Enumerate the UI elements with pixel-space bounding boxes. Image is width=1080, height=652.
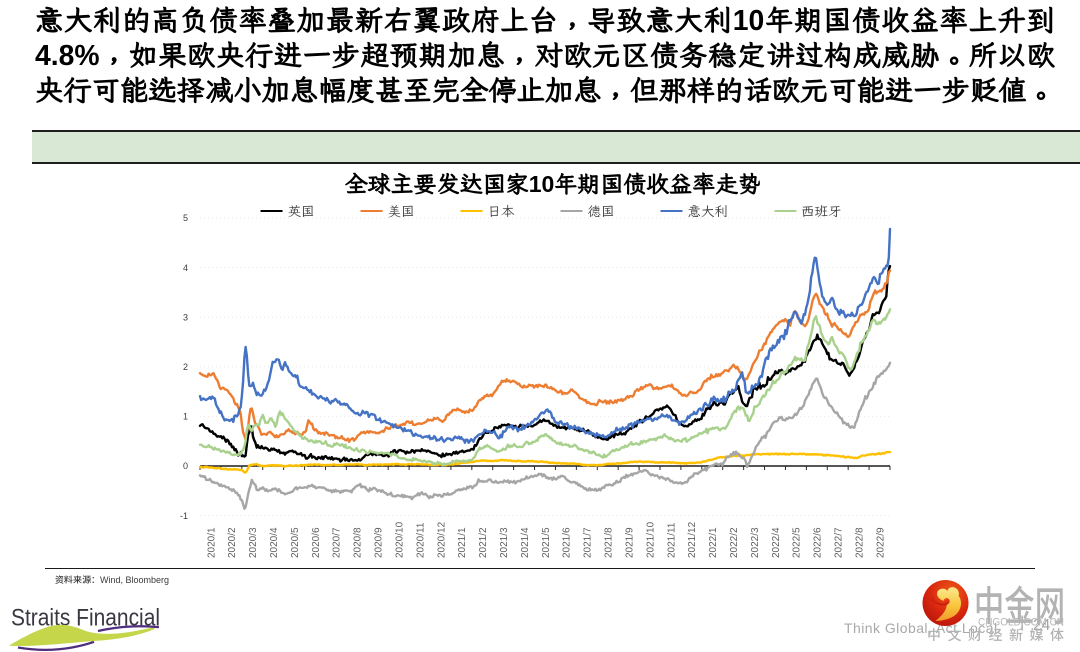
straits-logo-text: Straits Financial [11, 605, 160, 632]
x-axis-label-2021/4: 2021/4 [520, 527, 531, 558]
x-axis-label-2020/7: 2020/7 [332, 527, 343, 558]
x-axis-label-2022/8: 2022/8 [854, 527, 865, 558]
x-axis-label-2021/10: 2021/10 [645, 521, 656, 558]
straits-financial-logo: Straits Financial [9, 605, 160, 652]
y-axis-label-2: 2 [183, 362, 188, 372]
legend-label-2: 美国 [387, 202, 415, 220]
legend-item-4: 德国 [560, 202, 615, 220]
watermark-brand: 中金网 [974, 575, 1065, 633]
straits-logo-green-wave [9, 624, 155, 647]
x-axis-label-2020/11: 2020/11 [415, 522, 426, 558]
legend-label-5: 意大利 [687, 202, 729, 220]
legend-label-4: 德国 [587, 202, 615, 220]
x-axis-label-2020/6: 2020/6 [311, 527, 322, 558]
divider-band [32, 130, 1080, 164]
x-axis-label-2020/9: 2020/9 [374, 527, 385, 558]
x-axis-label-2021/5: 2021/5 [541, 527, 552, 558]
straits-logo-purple-wave-upper [97, 625, 160, 633]
footer-page-number: 24 [1033, 617, 1051, 634]
x-axis-label-2022/6: 2022/6 [813, 527, 824, 558]
x-axis-label-2021/8: 2021/8 [604, 527, 615, 558]
legend-item-3: 日本 [460, 202, 515, 220]
footer-tagline: Think Global, Act Local [844, 620, 998, 636]
series-line-美国 [198, 269, 892, 443]
footer-page-separator: | [1020, 614, 1025, 631]
chart-title: 全球主要发达国家10年期国债收益率走势 [344, 168, 762, 199]
cngold-watermark: 中金网 CNGOLD.COM.CN 中文财经新媒体 [922, 575, 1071, 645]
series-line-西班牙 [198, 308, 892, 467]
legend-item-2: 美国 [360, 202, 415, 220]
x-axis-label-2021/3: 2021/3 [499, 527, 510, 558]
x-axis-label-2020/8: 2020/8 [353, 527, 364, 558]
x-axis-label-2020/2: 2020/2 [227, 527, 238, 558]
legend-label-3: 日本 [487, 202, 515, 220]
watermark-slogan: 中文财经新媒体 [927, 625, 1071, 645]
x-axis-label-2022/4: 2022/4 [771, 527, 782, 558]
y-axis-label-5: 5 [183, 213, 188, 223]
series-line-日本 [198, 450, 892, 474]
x-axis-label-2022/7: 2022/7 [834, 527, 845, 558]
legend-item-6: 西班牙 [774, 202, 842, 220]
y-axis-label-1: 1 [183, 412, 188, 422]
cngold-logo-curl [931, 596, 950, 606]
x-axis-label-2020/5: 2020/5 [290, 527, 301, 558]
x-axis-label-2022/3: 2022/3 [750, 527, 761, 558]
cngold-logo-cloud [935, 587, 962, 621]
legend-swatch-3 [460, 209, 483, 213]
headline-line-3: 央行可能选择减小加息幅度甚至完全停止加息，但那样的话欧元可能进一步贬值。 [35, 72, 1055, 109]
legend-swatch-6 [774, 209, 796, 213]
chart-legend: 英国 美国 日本 德国 意大利 西班牙 [260, 202, 842, 220]
y-axis-label-3: 3 [183, 312, 188, 322]
x-axis-label-2021/7: 2021/7 [583, 527, 594, 558]
y-axis-label-0: 0 [183, 461, 188, 471]
y-axis-label-4: 4 [183, 263, 188, 273]
footer-separator-line [45, 568, 1035, 570]
series-line-德国 [198, 361, 892, 510]
legend-item-5: 意大利 [660, 202, 729, 220]
x-axis-label-2022/2: 2022/2 [729, 527, 740, 558]
x-axis-label-2022/5: 2022/5 [792, 527, 803, 558]
legend-item-1: 英国 [260, 202, 315, 220]
source-note: 资料来源：Wind, Bloomberg [55, 573, 169, 586]
legend-label-1: 英国 [287, 202, 315, 220]
legend-swatch-5 [660, 209, 683, 213]
x-axis-label-2021/11: 2021/11 [666, 522, 677, 558]
headline: 意大利的高负债率叠加最新右翼政府上台，导致意大利10年期国债收益率上升到 4.8… [35, 3, 1055, 108]
x-axis-label-2022/1: 2022/1 [708, 527, 719, 558]
x-axis-label-2020/10: 2020/10 [394, 521, 405, 558]
x-axis-label-2021/9: 2021/9 [624, 527, 635, 558]
x-axis-label-2020/12: 2020/12 [436, 521, 447, 558]
x-axis-label-2020/4: 2020/4 [269, 527, 280, 558]
headline-line-2: 4.8%，如果欧央行进一步超预期加息，对欧元区债务稳定讲过构成威胁。所以欧 [35, 37, 1055, 74]
headline-line-1: 意大利的高负债率叠加最新右翼政府上台，导致意大利10年期国债收益率上升到 [35, 2, 1055, 39]
legend-swatch-4 [560, 209, 583, 213]
y-axis-label--1: -1 [180, 511, 188, 521]
source-note-label: 资料来源： [55, 573, 101, 586]
x-axis-label-2022/9: 2022/9 [875, 527, 886, 558]
x-axis-label-2021/1: 2021/1 [457, 527, 468, 558]
legend-swatch-2 [360, 209, 383, 213]
legend-label-6: 西班牙 [801, 202, 842, 220]
x-axis-label-2021/12: 2021/12 [687, 521, 698, 558]
x-axis-label-2020/1: 2020/1 [206, 527, 217, 558]
series-line-英国 [198, 264, 892, 463]
watermark-domain: CNGOLD.COM.CN [978, 617, 1064, 629]
source-note-value: Wind, Bloomberg [100, 573, 170, 586]
x-axis-label-2020/3: 2020/3 [248, 527, 259, 558]
x-axis-label-2021/6: 2021/6 [562, 527, 573, 558]
legend-swatch-1 [260, 209, 283, 213]
x-axis-label-2021/2: 2021/2 [478, 527, 489, 558]
series-line-意大利 [198, 227, 892, 444]
straits-logo-purple-wave-lower [17, 640, 95, 652]
